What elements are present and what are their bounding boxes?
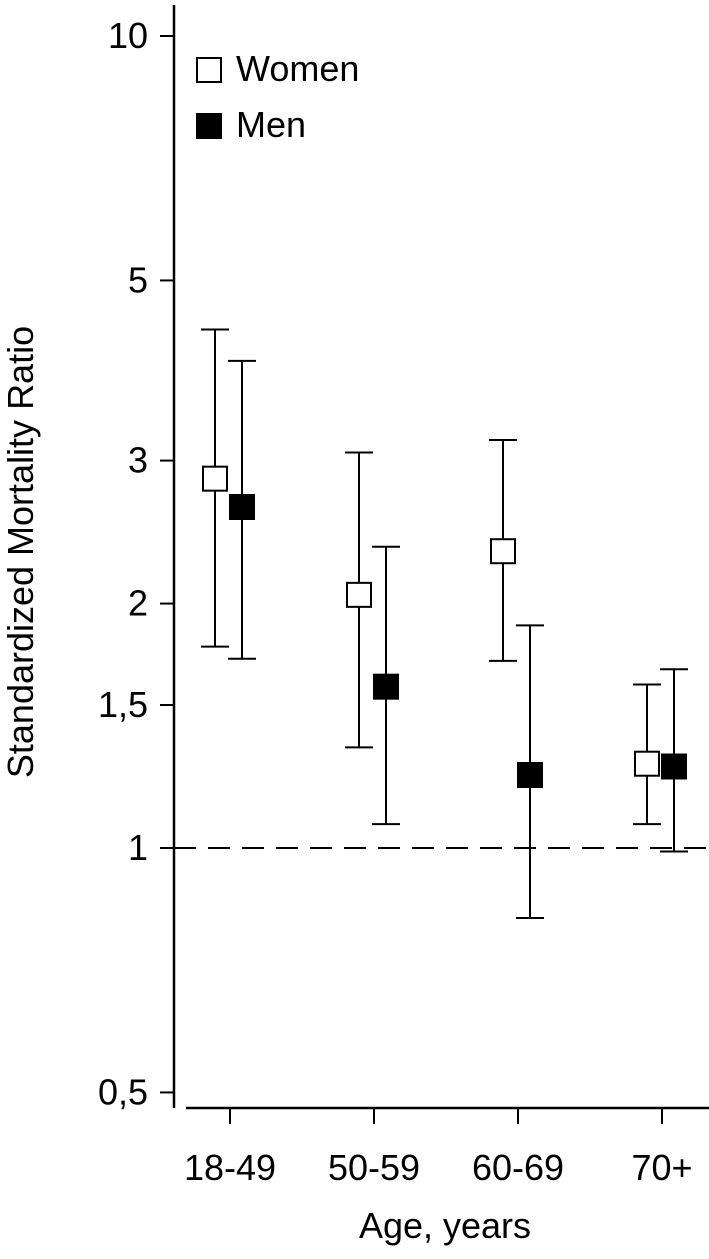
- y-ticks: 0,5 1 1,5 2 3 5 10: [98, 15, 174, 1112]
- y-axis-label: Standardized Mortality Ratio: [0, 326, 41, 778]
- point-women: [202, 465, 228, 492]
- y-tick-label: 2: [128, 583, 148, 624]
- x-tick-label: 70+: [631, 1147, 692, 1188]
- y-tick-label: 1,5: [98, 684, 148, 725]
- x-ticks: 18-49 50-59 60-69 70+: [184, 1108, 693, 1188]
- legend-women-swatch: [196, 57, 222, 83]
- point-men: [229, 493, 255, 520]
- y-tick-label: 5: [128, 259, 148, 300]
- legend-men-label: Men: [236, 104, 306, 145]
- data-marks: [201, 328, 688, 919]
- y-tick-label: 0,5: [98, 1071, 148, 1112]
- point-men: [373, 673, 399, 700]
- point-women: [490, 538, 516, 565]
- axes: [172, 5, 709, 1110]
- y-tick-label: 10: [108, 15, 148, 56]
- point-men: [517, 761, 543, 788]
- point-women: [634, 750, 660, 777]
- y-tick-label: 1: [128, 827, 148, 868]
- x-axis-label: Age, years: [359, 1205, 531, 1246]
- x-tick-label: 18-49: [184, 1147, 276, 1188]
- y-tick-label: 3: [128, 440, 148, 481]
- legend: Women Men: [196, 48, 359, 145]
- legend-men-swatch: [196, 113, 222, 139]
- point-women: [346, 581, 372, 608]
- point-men: [661, 753, 687, 780]
- legend-women-label: Women: [236, 48, 359, 89]
- x-tick-label: 60-69: [472, 1147, 564, 1188]
- x-tick-label: 50-59: [328, 1147, 420, 1188]
